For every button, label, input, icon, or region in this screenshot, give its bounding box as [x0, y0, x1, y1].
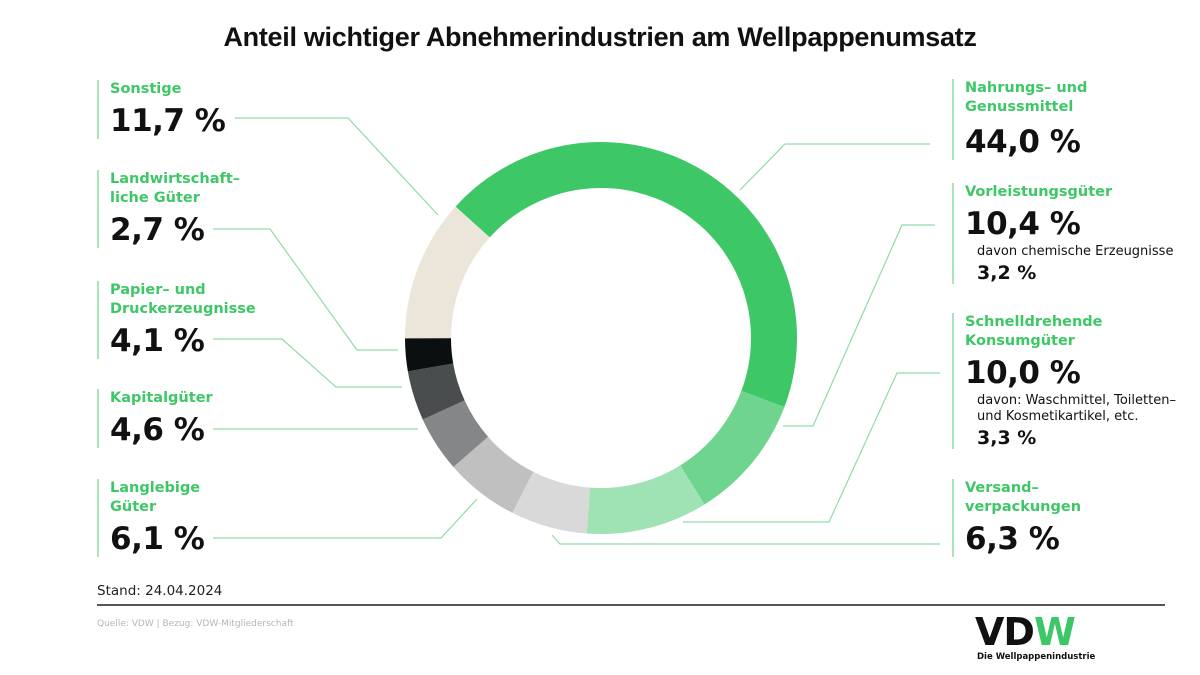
category-label: Landwirtschaft– liche Güter [110, 171, 240, 206]
leader-line-langlebig [213, 498, 478, 539]
source-note: Quelle: VDW | Bezug: VDW-Mitgliederschaf… [97, 619, 294, 629]
label-papier: Papier– und Druckerzeugnisse 4,1 % [97, 281, 256, 359]
percent-value: 4,6 % [110, 412, 205, 448]
label-versand: Versand– verpackungen 6,3 % [952, 479, 1081, 557]
donut-segment [586, 465, 705, 534]
percent-value: 6,3 % [965, 521, 1060, 557]
category-label: Nahrungs– und Genussmittel [965, 80, 1088, 115]
footer-divider [97, 604, 1165, 606]
donut-segment [453, 436, 534, 513]
percent-value: 2,7 % [110, 212, 205, 248]
category-label: Vorleistungsgüter [965, 184, 1113, 200]
leader-line-versand [551, 534, 940, 545]
label-langlebig: Langlebige Güter 6,1 % [97, 479, 205, 557]
sub-percent-value: 3,2 % [977, 262, 1037, 284]
donut-ring [405, 141, 798, 534]
label-vorleistung: Vorleistungsgüter 10,4 % davon chemische… [952, 183, 1173, 284]
label-kapital: Kapitalgüter 4,6 % [97, 389, 213, 448]
logo-w: W [1033, 610, 1076, 654]
sub-percent-value: 3,3 % [977, 427, 1037, 449]
donut-segment [512, 471, 591, 534]
vdw-logo: VDW Die Wellpappenindustrie [975, 613, 1100, 662]
leader-line-schnelldrehend [683, 372, 940, 523]
percent-value: 44,0 % [965, 124, 1081, 160]
label-nahrung: Nahrungs– und Genussmittel 44,0 % [952, 79, 1087, 160]
donut-segment [405, 338, 454, 372]
category-label: Schnelldrehende Konsumgüter [965, 314, 1103, 349]
leader-lines [213, 117, 940, 545]
donut-segment [407, 363, 465, 420]
donut-segment [422, 400, 489, 467]
leader-line-sonstige [235, 117, 439, 216]
logo-vd: VD [975, 610, 1035, 654]
stand-date: Stand: 24.04.2024 [97, 583, 223, 599]
label-schnelldrehend: Schnelldrehende Konsumgüter 10,0 % davon… [952, 313, 1176, 449]
category-label: Sonstige [110, 81, 182, 97]
category-label: Papier– und Druckerzeugnisse [110, 282, 256, 317]
donut-segment [680, 390, 785, 505]
leader-line-landwirtschaft [213, 228, 398, 351]
label-sonstige: Sonstige 11,7 % [97, 80, 226, 139]
sub-label: davon chemische Erzeugnisse [977, 244, 1174, 259]
percent-value: 10,0 % [965, 355, 1081, 391]
percent-value: 6,1 % [110, 521, 205, 557]
category-label: Versand– verpackungen [965, 480, 1082, 515]
donut-segment [405, 206, 490, 339]
leader-line-vorleistung [783, 224, 935, 427]
chart-title: Anteil wichtiger Abnehmerindustrien am W… [223, 22, 977, 52]
category-label: Langlebige Güter [110, 480, 201, 515]
logo-tagline: Die Wellpappenindustrie [977, 652, 1096, 662]
percent-value: 4,1 % [110, 323, 205, 359]
leader-line-papier [213, 338, 402, 388]
percent-value: 11,7 % [110, 103, 226, 139]
logo-wordmark: VDW [975, 613, 1100, 651]
sub-label: davon: Waschmittel, Toiletten– und Kosme… [977, 393, 1176, 424]
percent-value: 10,4 % [965, 206, 1081, 242]
label-landwirtschaft: Landwirtschaft– liche Güter 2,7 % [97, 170, 240, 248]
donut-segment [455, 141, 798, 408]
category-label: Kapitalgüter [110, 390, 213, 406]
leader-line-nahrung [739, 143, 930, 191]
